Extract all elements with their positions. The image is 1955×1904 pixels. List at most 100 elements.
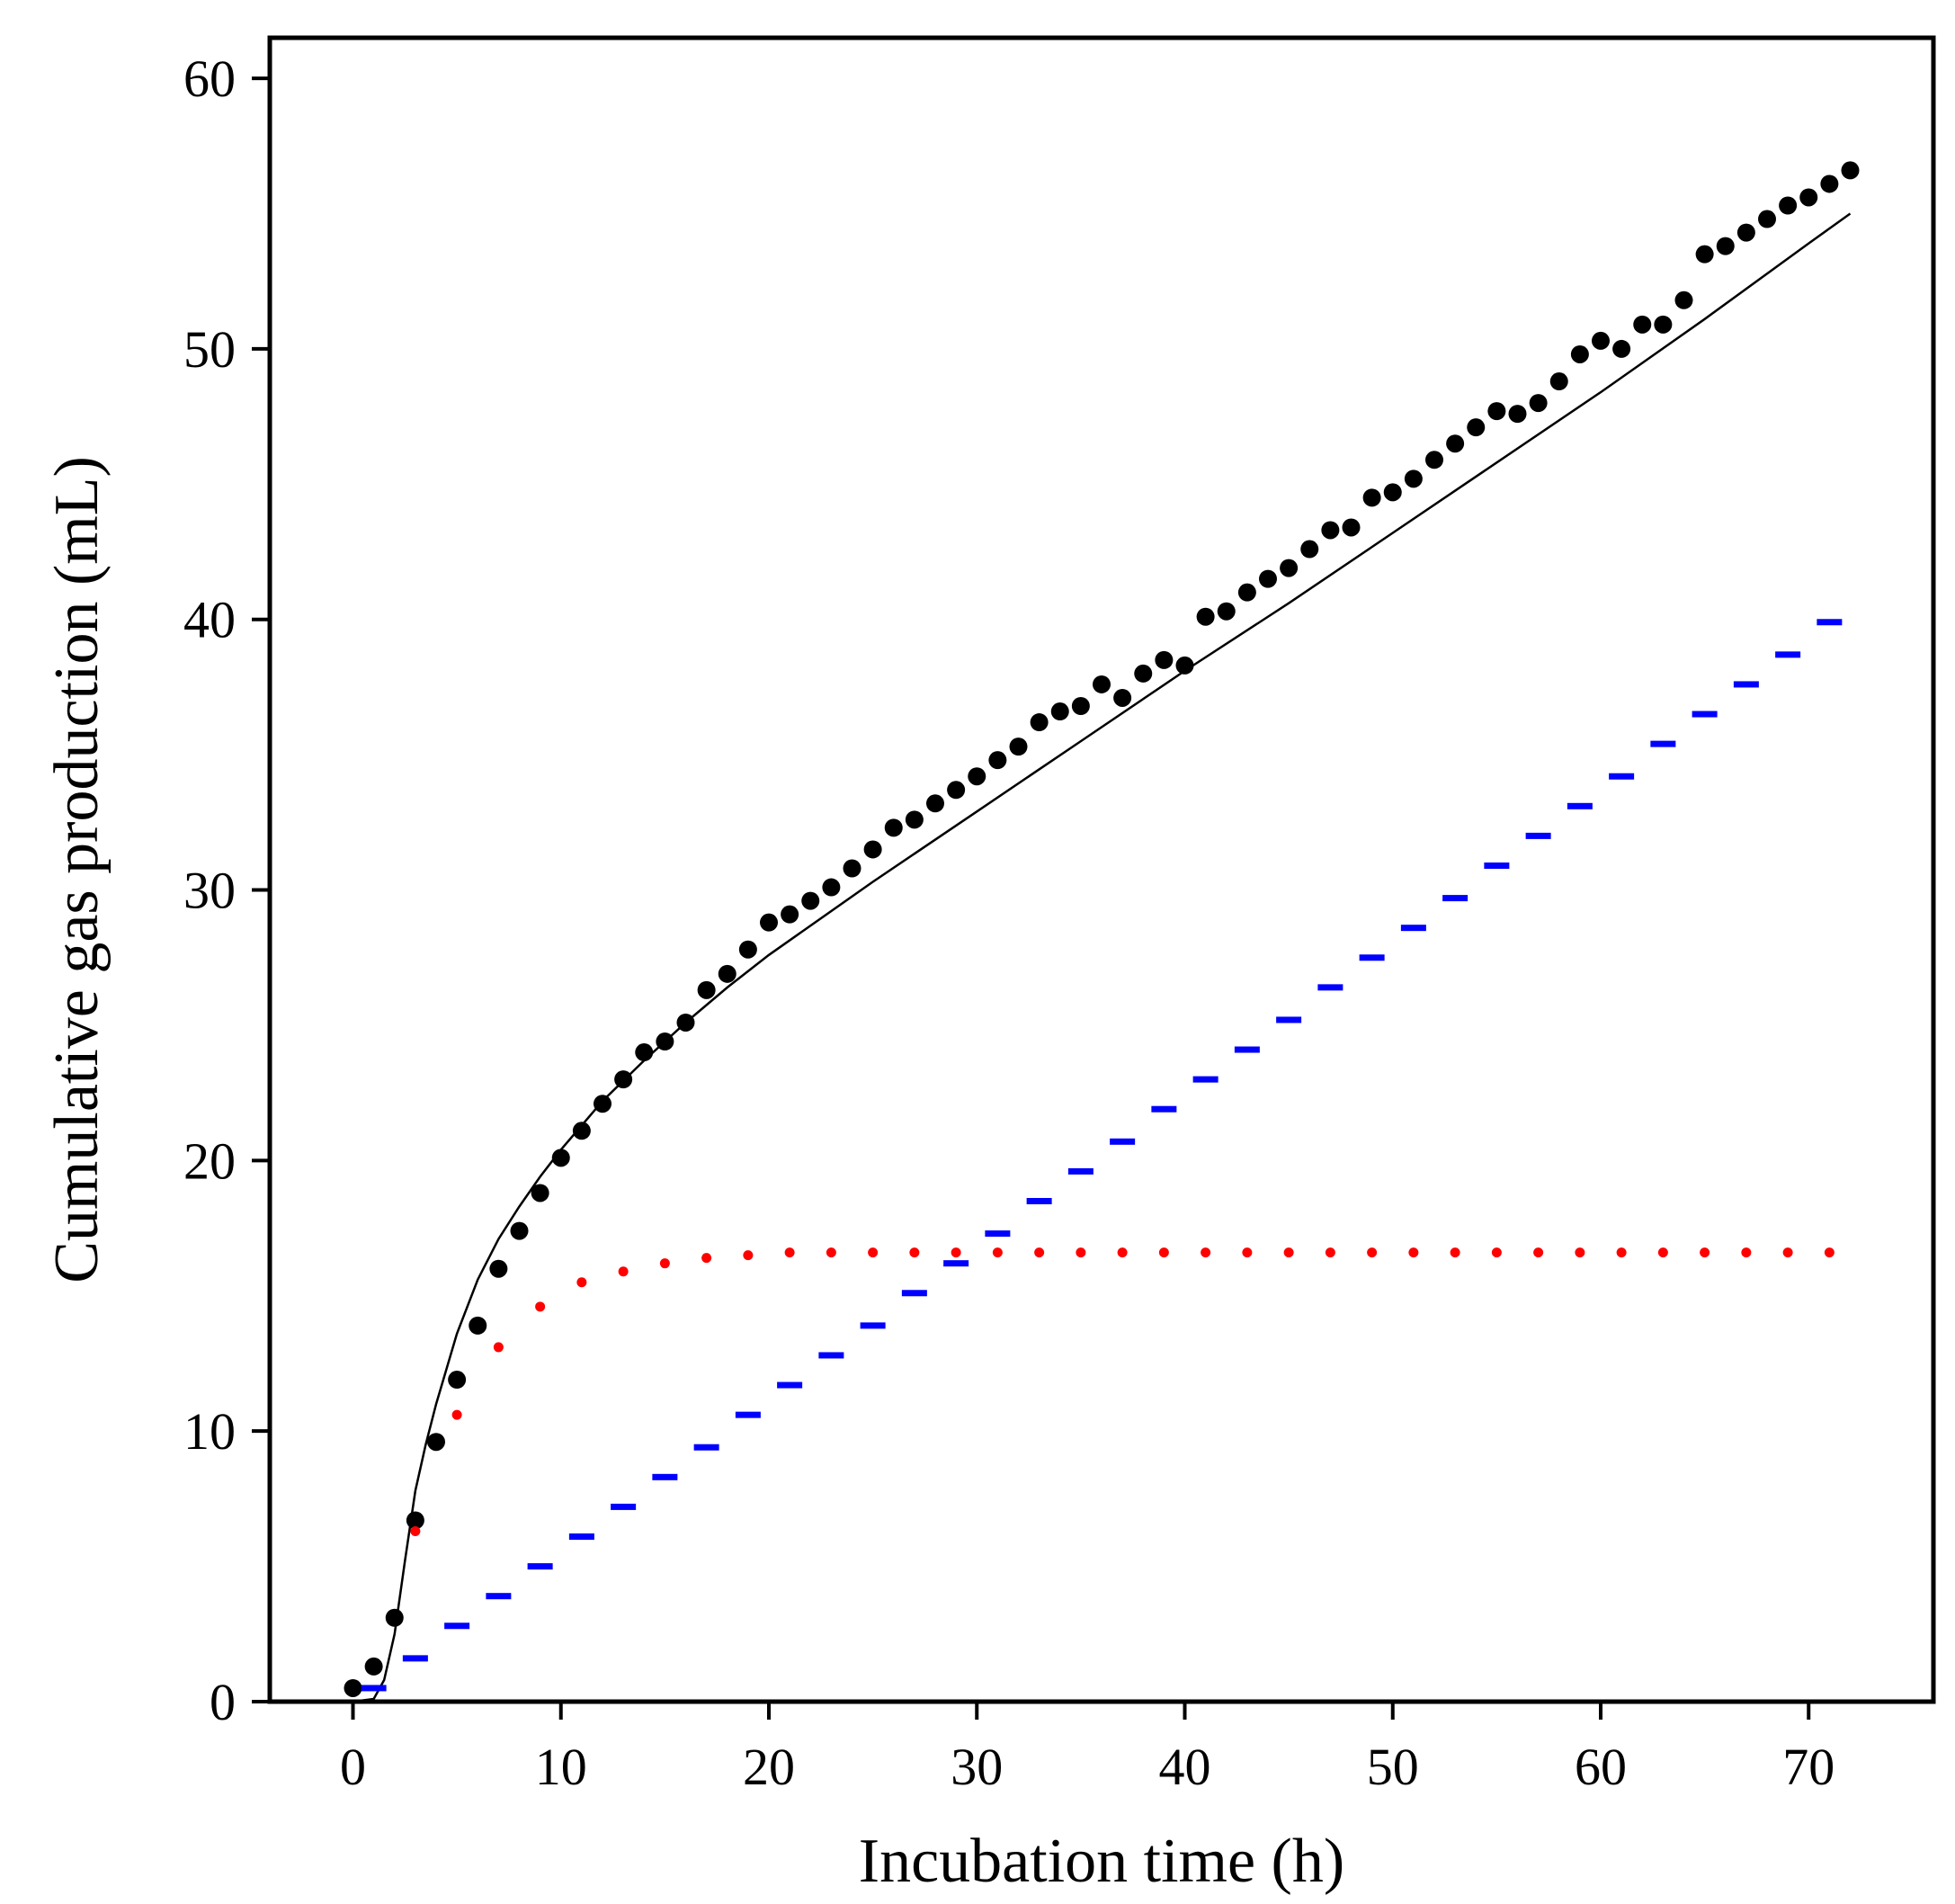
x-axis-title: Incubation time (h): [859, 1827, 1344, 1896]
data-point: [743, 1250, 754, 1261]
data-point: [801, 891, 820, 910]
data-point: [1383, 483, 1402, 502]
data-point: [1009, 737, 1028, 756]
data-point: [1508, 405, 1527, 424]
data-point: [1700, 1247, 1710, 1258]
data-point: [635, 1043, 654, 1062]
data-point: [1491, 1247, 1502, 1258]
y-tick-label: 60: [183, 49, 236, 108]
data-point: [1695, 245, 1714, 264]
dash-point: [1733, 681, 1759, 688]
x-tick-label: 50: [1367, 1738, 1419, 1796]
data-point: [1030, 713, 1049, 732]
dash-point: [527, 1563, 553, 1570]
data-point: [1799, 188, 1818, 207]
data-point: [1342, 518, 1361, 537]
data-point: [572, 1122, 591, 1140]
data-point: [1533, 1247, 1544, 1258]
dash-point: [652, 1473, 678, 1480]
data-point: [863, 840, 882, 859]
data-point: [493, 1342, 504, 1353]
dash-point: [777, 1381, 803, 1389]
y-axis-title: Cumulative gas production (mL): [42, 456, 112, 1283]
data-point: [469, 1316, 487, 1335]
dash-point: [1484, 862, 1510, 869]
data-point: [427, 1433, 445, 1452]
data-point: [1612, 339, 1631, 358]
dash-point: [1817, 619, 1843, 626]
dash-point: [901, 1290, 927, 1297]
dash-point: [943, 1260, 969, 1267]
data-point: [1259, 569, 1277, 588]
y-tick-label: 40: [183, 591, 236, 649]
data-point: [1467, 418, 1486, 437]
data-point: [1741, 1247, 1752, 1258]
axis-ticks: 0 10 20 30 40 50 60 70 0 10 20 30 40 50 60: [183, 49, 1834, 1796]
data-point: [992, 1247, 1003, 1258]
series-fitted: [353, 212, 1852, 1703]
data-point: [738, 940, 757, 959]
dash-point: [1234, 1046, 1260, 1053]
data-point: [344, 1678, 362, 1697]
data-point: [1158, 1247, 1169, 1258]
data-point: [1134, 664, 1153, 683]
data-point: [1758, 210, 1776, 228]
series-slow-fraction: [361, 619, 1843, 1692]
y-tick-label: 20: [183, 1131, 236, 1190]
data-point: [951, 1247, 961, 1258]
dash-point: [611, 1503, 637, 1510]
dash-point: [1359, 954, 1385, 961]
data-point: [489, 1259, 508, 1278]
dash-point: [1567, 802, 1593, 809]
data-point: [510, 1221, 529, 1240]
dash-point: [1400, 925, 1426, 932]
data-point: [1657, 1247, 1668, 1258]
dash-point: [985, 1230, 1011, 1238]
x-tick-label: 70: [1782, 1738, 1834, 1796]
data-point: [784, 1247, 795, 1258]
data-point: [1280, 559, 1299, 577]
data-point: [909, 1247, 920, 1258]
data-point: [1616, 1247, 1627, 1258]
plot-frame: [267, 35, 1936, 1704]
data-point: [1050, 702, 1069, 721]
data-point: [1201, 1247, 1211, 1258]
data-point: [594, 1095, 611, 1113]
dash-point: [1609, 773, 1635, 780]
data-point: [1367, 1247, 1378, 1258]
dash-point: [486, 1593, 512, 1600]
x-tick-label: 0: [340, 1738, 366, 1796]
data-point: [451, 1409, 462, 1420]
data-point: [1674, 291, 1693, 309]
data-point: [1300, 540, 1319, 559]
x-tick-label: 10: [535, 1738, 587, 1796]
data-point: [1408, 1247, 1419, 1258]
data-point: [618, 1266, 629, 1277]
series-fast-fraction: [410, 1247, 1834, 1536]
x-tick-label: 60: [1575, 1738, 1627, 1796]
data-point: [760, 913, 778, 932]
data-point: [531, 1184, 549, 1202]
data-point: [1321, 521, 1340, 540]
data-point: [576, 1277, 587, 1288]
x-tick-label: 20: [743, 1738, 795, 1796]
dash-point: [568, 1533, 594, 1541]
dash-point: [818, 1352, 844, 1359]
data-point: [1034, 1247, 1045, 1258]
data-point: [1820, 174, 1839, 193]
data-point: [1283, 1247, 1294, 1258]
data-point: [1575, 1247, 1585, 1258]
data-point: [905, 810, 924, 829]
data-point: [718, 964, 736, 983]
y-tick-label: 0: [210, 1673, 236, 1731]
data-point: [822, 878, 841, 897]
x-tick-label: 30: [951, 1738, 1003, 1796]
dash-point: [1026, 1197, 1052, 1204]
dash-point: [1775, 651, 1801, 658]
data-point: [659, 1258, 670, 1269]
series-observed: [344, 161, 1860, 1697]
data-point: [1716, 237, 1735, 255]
data-point: [988, 751, 1007, 770]
data-point: [1093, 675, 1111, 693]
